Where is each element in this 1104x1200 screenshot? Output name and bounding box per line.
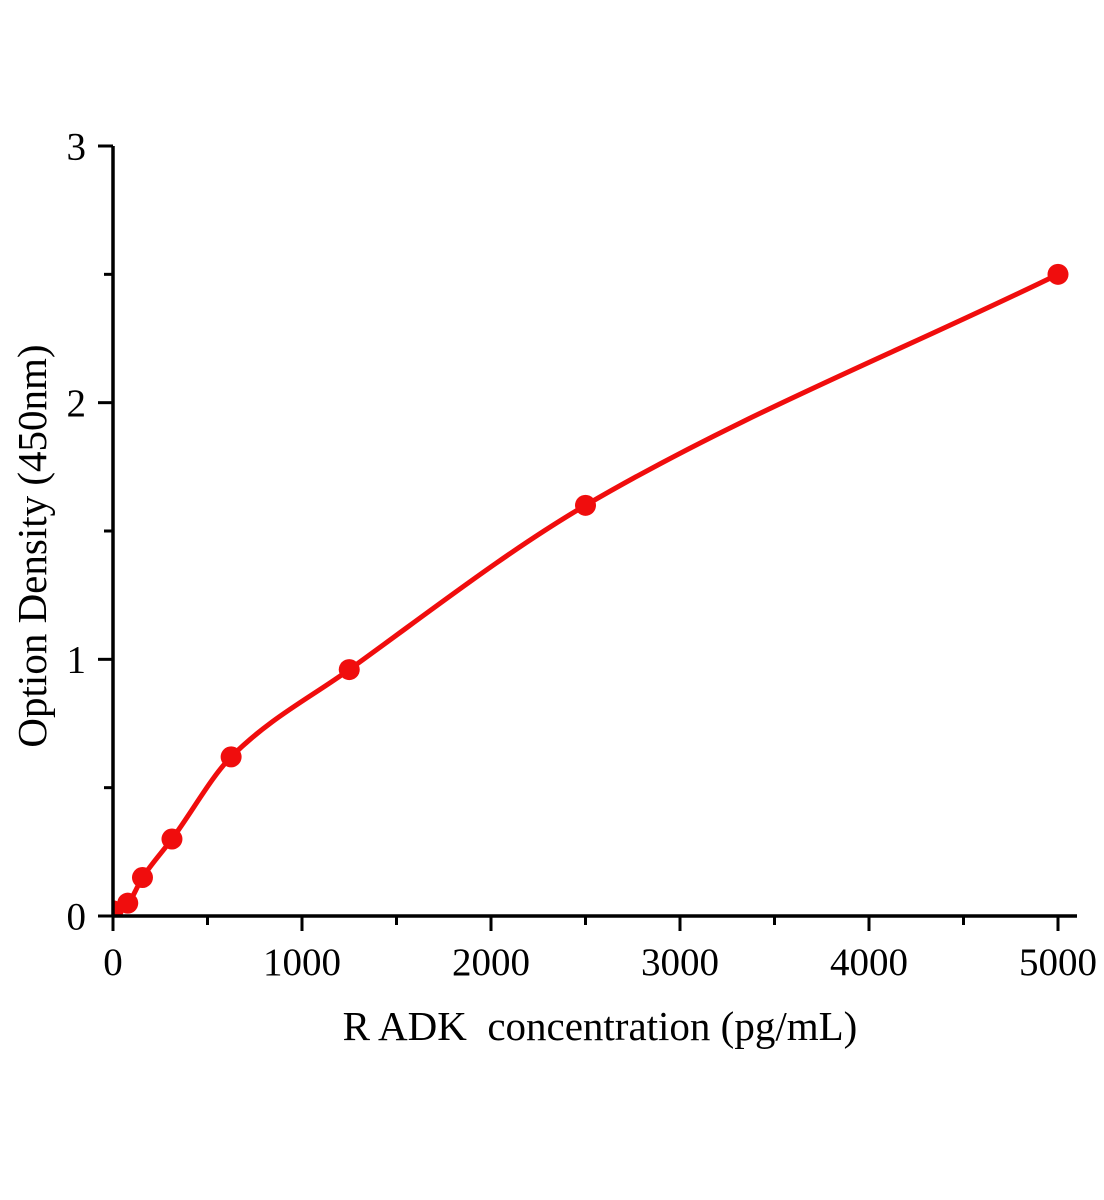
y-tick-label: 1 — [67, 639, 87, 682]
data-point — [575, 494, 596, 516]
y-tick-label: 2 — [67, 382, 87, 425]
y-tick-label: 3 — [67, 125, 87, 168]
x-tick-label: 0 — [103, 941, 123, 984]
data-point — [1047, 263, 1069, 285]
series-layer — [114, 263, 1069, 915]
x-tick-label: 3000 — [641, 941, 719, 984]
y-tick-label: 0 — [67, 895, 87, 938]
x-tick-label: 1000 — [263, 941, 341, 984]
axes-layer — [98, 144, 1077, 931]
tick-label-layer: 0 1000 2000 3000 4000 5000 0 1 2 3 — [67, 125, 1098, 984]
curve-line — [114, 271, 1061, 914]
data-point — [117, 892, 139, 914]
data-point — [220, 746, 242, 768]
x-tick-label: 2000 — [452, 941, 530, 984]
x-tick-label: 5000 — [1019, 941, 1097, 984]
data-point — [161, 828, 183, 850]
x-axis-title: R ADK concentration (pg/mL) — [343, 1003, 858, 1049]
y-axis-title: Option Density (450nm) — [9, 344, 55, 747]
data-point — [131, 867, 153, 888]
x-tick-label: 4000 — [830, 941, 908, 984]
data-point — [338, 659, 360, 681]
